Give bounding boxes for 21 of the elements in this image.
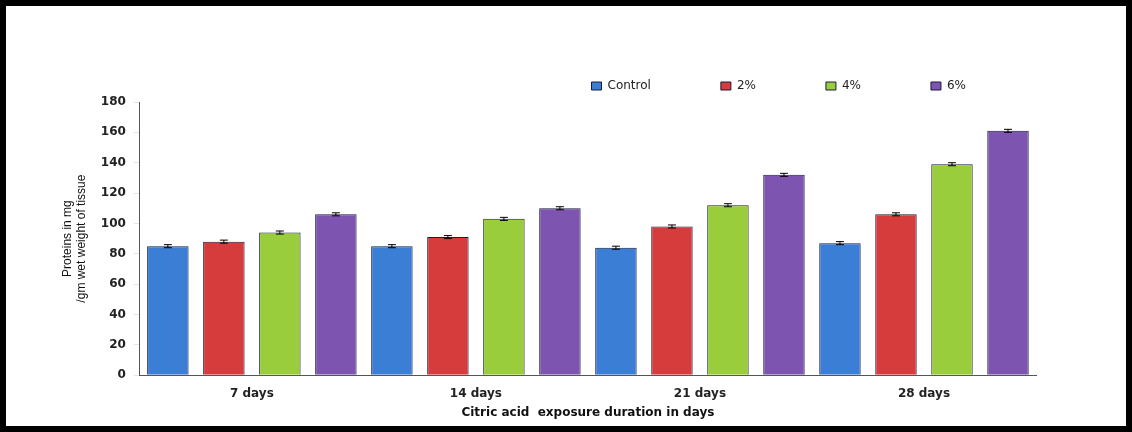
y-tick-label: 180: [100, 94, 126, 109]
x-tick-label: 7 days: [229, 385, 274, 400]
x-axis-title: Citric acid exposure duration in days: [461, 404, 715, 419]
legend-label: 6%: [946, 78, 967, 93]
y-tick-label: 0: [117, 367, 126, 382]
x-tick-label: 28 days: [897, 385, 951, 400]
legend-label: 4%: [841, 78, 861, 93]
y-tick-label: 100: [100, 215, 126, 230]
y-tick-label: 160: [100, 124, 126, 139]
y-tick-label: 40: [109, 306, 126, 321]
legend-label: 2%: [736, 78, 756, 93]
text: /gm wet weight of tissue: [73, 174, 88, 303]
y-tick-label: 140: [100, 154, 126, 169]
x-tick-label: 21 days: [673, 385, 727, 400]
legend-label: Control: [607, 78, 651, 93]
x-tick-label: 14 days: [449, 385, 502, 400]
y-tick-label: 120: [100, 185, 126, 200]
y-tick-label: 80: [109, 245, 126, 260]
y-tick-label: 20: [109, 336, 126, 351]
y-tick-label: 60: [109, 276, 126, 291]
text: Proteins in mg: [59, 200, 74, 277]
